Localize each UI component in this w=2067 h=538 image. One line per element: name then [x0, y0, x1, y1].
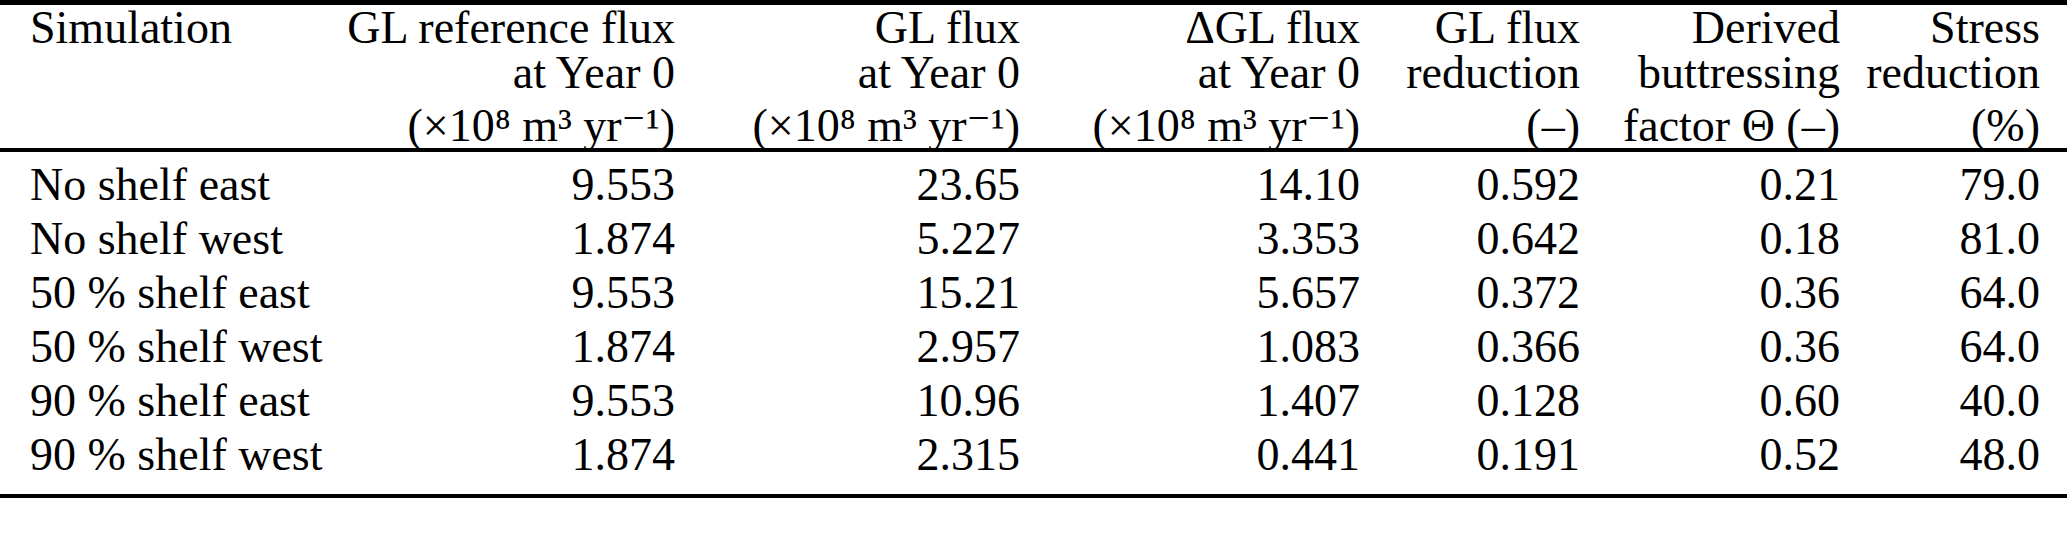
cell-simulation: 50 % shelf east: [0, 266, 330, 320]
cell-gl-flux: 2.957: [675, 320, 1020, 374]
cell-buttressing-factor: 0.60: [1580, 374, 1840, 428]
cell-gl-reference-flux: 1.874: [330, 320, 675, 374]
results-table: Simulation GL reference flux at Year 0 (…: [0, 0, 2067, 498]
cell-gl-flux: 5.227: [675, 212, 1020, 266]
cell-stress-reduction: 48.0: [1840, 428, 2067, 496]
cell-gl-reference-flux: 1.874: [330, 428, 675, 496]
cell-delta-gl-flux: 5.657: [1020, 266, 1360, 320]
cell-gl-flux-reduction: 0.191: [1360, 428, 1580, 496]
cell-buttressing-factor: 0.52: [1580, 428, 1840, 496]
table-row: No shelf east 9.553 23.65 14.10 0.592 0.…: [0, 150, 2067, 212]
cell-delta-gl-flux: 3.353: [1020, 212, 1360, 266]
header-units: (–): [1360, 103, 1580, 148]
header-line: Derived: [1580, 5, 1840, 50]
header-line: GL flux: [675, 5, 1020, 50]
cell-stress-reduction: 64.0: [1840, 266, 2067, 320]
paper-table-page: Simulation GL reference flux at Year 0 (…: [0, 0, 2067, 538]
column-header-gl-flux: GL flux at Year 0 (×10⁸ m³ yr⁻¹): [675, 3, 1020, 151]
cell-buttressing-factor: 0.36: [1580, 320, 1840, 374]
column-header-gl-flux-reduction: GL flux reduction (–): [1360, 3, 1580, 151]
header-units: factor Θ (–): [1580, 103, 1840, 148]
cell-simulation: 50 % shelf west: [0, 320, 330, 374]
cell-gl-flux-reduction: 0.642: [1360, 212, 1580, 266]
cell-gl-flux-reduction: 0.592: [1360, 150, 1580, 212]
cell-gl-flux-reduction: 0.366: [1360, 320, 1580, 374]
header-line: buttressing: [1580, 50, 1840, 95]
header-line: at Year 0: [330, 50, 675, 95]
header-line: GL flux: [1360, 5, 1580, 50]
column-header-simulation: Simulation: [0, 3, 330, 151]
header-line: Simulation: [30, 5, 330, 50]
table-row: 50 % shelf west 1.874 2.957 1.083 0.366 …: [0, 320, 2067, 374]
header-units: (×10⁸ m³ yr⁻¹): [330, 103, 675, 148]
cell-gl-flux: 15.21: [675, 266, 1020, 320]
table-row: 90 % shelf west 1.874 2.315 0.441 0.191 …: [0, 428, 2067, 496]
cell-delta-gl-flux: 1.083: [1020, 320, 1360, 374]
cell-delta-gl-flux: 14.10: [1020, 150, 1360, 212]
cell-stress-reduction: 79.0: [1840, 150, 2067, 212]
cell-gl-flux-reduction: 0.372: [1360, 266, 1580, 320]
header-line: at Year 0: [1020, 50, 1360, 95]
table-row: No shelf west 1.874 5.227 3.353 0.642 0.…: [0, 212, 2067, 266]
cell-buttressing-factor: 0.36: [1580, 266, 1840, 320]
cell-gl-reference-flux: 1.874: [330, 212, 675, 266]
cell-gl-flux-reduction: 0.128: [1360, 374, 1580, 428]
cell-gl-reference-flux: 9.553: [330, 374, 675, 428]
cell-simulation: 90 % shelf west: [0, 428, 330, 496]
header-line: reduction: [1360, 50, 1580, 95]
cell-stress-reduction: 64.0: [1840, 320, 2067, 374]
cell-gl-flux: 10.96: [675, 374, 1020, 428]
table-row: 50 % shelf east 9.553 15.21 5.657 0.372 …: [0, 266, 2067, 320]
cell-gl-reference-flux: 9.553: [330, 266, 675, 320]
header-units: (%): [1840, 103, 2040, 148]
cell-simulation: No shelf west: [0, 212, 330, 266]
column-header-stress-reduction: Stress reduction (%): [1840, 3, 2067, 151]
header-line: ΔGL flux: [1020, 5, 1360, 50]
table-header: Simulation GL reference flux at Year 0 (…: [0, 3, 2067, 151]
column-header-buttressing-factor: Derived buttressing factor Θ (–): [1580, 3, 1840, 151]
header-line: at Year 0: [675, 50, 1020, 95]
header-row: Simulation GL reference flux at Year 0 (…: [0, 3, 2067, 151]
cell-gl-flux: 2.315: [675, 428, 1020, 496]
cell-stress-reduction: 81.0: [1840, 212, 2067, 266]
header-line: Stress: [1840, 5, 2040, 50]
header-line: GL reference flux: [330, 5, 675, 50]
cell-gl-reference-flux: 9.553: [330, 150, 675, 212]
table-row: 90 % shelf east 9.553 10.96 1.407 0.128 …: [0, 374, 2067, 428]
cell-stress-reduction: 40.0: [1840, 374, 2067, 428]
cell-simulation: No shelf east: [0, 150, 330, 212]
table-body: No shelf east 9.553 23.65 14.10 0.592 0.…: [0, 150, 2067, 496]
cell-simulation: 90 % shelf east: [0, 374, 330, 428]
header-units: (×10⁸ m³ yr⁻¹): [675, 103, 1020, 148]
column-header-gl-reference-flux: GL reference flux at Year 0 (×10⁸ m³ yr⁻…: [330, 3, 675, 151]
cell-gl-flux: 23.65: [675, 150, 1020, 212]
cell-buttressing-factor: 0.21: [1580, 150, 1840, 212]
cell-delta-gl-flux: 0.441: [1020, 428, 1360, 496]
column-header-delta-gl-flux: ΔGL flux at Year 0 (×10⁸ m³ yr⁻¹): [1020, 3, 1360, 151]
header-line: reduction: [1840, 50, 2040, 95]
cell-delta-gl-flux: 1.407: [1020, 374, 1360, 428]
header-units: (×10⁸ m³ yr⁻¹): [1020, 103, 1360, 148]
cell-buttressing-factor: 0.18: [1580, 212, 1840, 266]
